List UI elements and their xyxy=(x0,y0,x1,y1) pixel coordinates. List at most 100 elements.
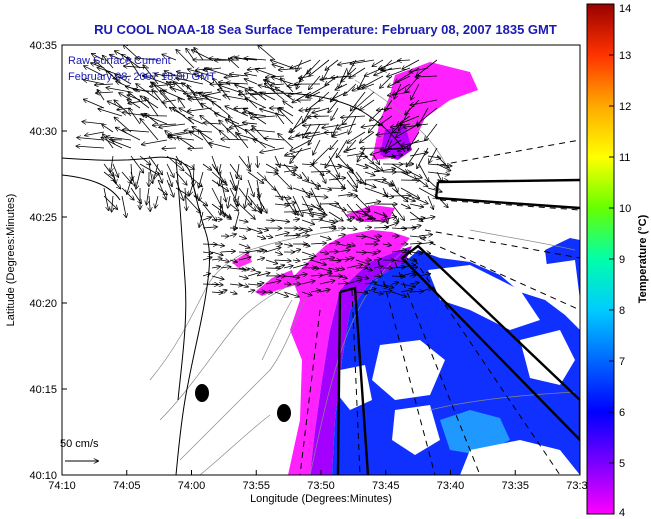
current-arrow xyxy=(391,267,405,268)
current-arrow xyxy=(380,75,393,88)
current-arrow xyxy=(274,196,291,198)
current-arrow xyxy=(301,187,310,198)
y-tick-label: 40:20 xyxy=(29,298,57,310)
legend-current-title: Raw Surface Current xyxy=(68,55,171,67)
current-arrow xyxy=(341,116,366,117)
current-arrow xyxy=(398,139,420,151)
current-arrow xyxy=(308,123,321,145)
current-arrow xyxy=(337,283,348,284)
current-arrow xyxy=(355,211,366,216)
current-arrow xyxy=(219,171,221,186)
current-arrow xyxy=(220,179,226,202)
current-arrow xyxy=(157,171,162,183)
colorbar-tick-label: 5 xyxy=(619,458,625,470)
current-arrow xyxy=(84,66,105,77)
current-arrow xyxy=(410,99,438,105)
current-arrow xyxy=(411,83,420,100)
y-tick-label: 40:25 xyxy=(29,212,57,224)
current-arrow xyxy=(373,266,383,268)
x-tick-label: 73:35 xyxy=(501,480,529,492)
bathymetry-contours xyxy=(149,79,576,475)
current-arrow xyxy=(279,68,303,70)
current-arrow xyxy=(188,148,204,149)
current-arrow xyxy=(382,244,391,245)
current-arrow xyxy=(364,163,379,171)
current-arrow xyxy=(409,275,416,276)
current-arrow xyxy=(355,91,375,109)
current-arrow xyxy=(160,90,177,109)
current-arrow xyxy=(142,139,168,145)
current-arrow xyxy=(274,155,280,167)
current-arrow xyxy=(106,88,132,93)
x-ticks: 74:10 74:05 74:00 73:55 73:50 73:45 73:40 73:35… xyxy=(48,470,594,492)
current-arrow xyxy=(346,217,354,220)
current-arrow xyxy=(238,252,249,253)
current-arrow xyxy=(303,124,330,125)
current-arrow xyxy=(364,235,379,241)
current-arrow xyxy=(391,276,405,277)
current-arrow xyxy=(346,211,370,212)
current-arrow xyxy=(403,123,429,127)
current-arrow xyxy=(436,180,448,181)
current-arrow xyxy=(328,220,338,221)
cloud-mask-7 xyxy=(460,440,580,475)
current-arrow xyxy=(95,84,114,85)
current-arrow xyxy=(331,76,357,78)
current-arrow xyxy=(212,101,231,117)
current-arrow xyxy=(149,195,150,211)
current-arrow xyxy=(319,281,334,285)
current-arrow xyxy=(162,148,177,149)
current-arrow xyxy=(283,235,300,236)
current-arrow xyxy=(382,156,395,157)
current-arrow xyxy=(193,195,207,206)
current-arrow xyxy=(400,171,417,179)
current-arrow xyxy=(427,195,433,209)
current-arrow xyxy=(238,228,250,230)
current-arrow xyxy=(211,171,227,185)
current-arrow xyxy=(400,115,420,124)
current-arrow xyxy=(136,84,159,101)
current-arrow xyxy=(382,223,398,229)
current-arrow xyxy=(244,58,267,60)
current-arrow xyxy=(256,195,267,213)
current-arrow xyxy=(141,114,168,125)
current-arrow xyxy=(256,171,266,180)
current-arrow xyxy=(256,203,261,213)
current-arrow xyxy=(409,67,429,72)
current-arrow xyxy=(328,188,345,189)
current-arrow xyxy=(112,141,132,149)
current-arrow xyxy=(202,257,212,260)
colorbar-tick-label: 8 xyxy=(619,305,625,317)
current-arrow xyxy=(247,203,256,211)
current-arrow xyxy=(140,96,159,109)
current-arrow xyxy=(283,163,295,176)
current-arrow xyxy=(76,146,105,148)
current-arrow xyxy=(400,259,408,260)
current-arrow xyxy=(337,203,351,221)
current-arrow xyxy=(288,91,303,96)
current-arrow xyxy=(238,257,251,261)
colorbar-tick-label: 14 xyxy=(619,3,631,15)
current-arrow xyxy=(391,291,406,297)
current-arrow xyxy=(325,147,339,168)
current-arrow xyxy=(85,131,105,135)
current-arrow xyxy=(364,171,375,175)
current-arrow xyxy=(235,179,240,202)
current-arrow xyxy=(209,143,231,149)
current-arrow xyxy=(436,195,448,207)
current-arrow xyxy=(409,283,419,284)
current-arrow xyxy=(310,179,319,189)
current-arrow xyxy=(360,99,375,110)
current-arrow xyxy=(220,267,231,268)
current-arrow xyxy=(309,75,321,89)
current-arrow xyxy=(409,218,425,220)
current-arrow xyxy=(377,108,393,110)
current-arrow xyxy=(382,179,393,185)
current-arrow xyxy=(185,187,187,210)
current-arrow xyxy=(274,265,284,268)
current-vectors xyxy=(76,45,451,297)
current-arrow xyxy=(328,260,340,261)
sampling-boxes xyxy=(336,178,580,475)
current-arrow xyxy=(328,211,343,221)
